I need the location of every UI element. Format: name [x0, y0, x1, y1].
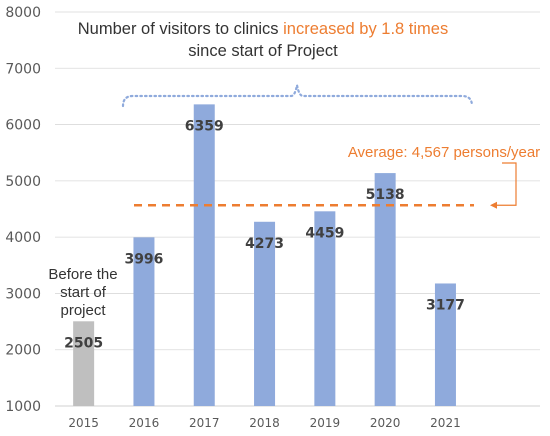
bar-2017 — [193, 104, 215, 406]
data-labels: 2505 3996 6359 4273 4459 5138 3177 — [64, 118, 465, 351]
average-label: Average: 4,567 persons/year — [348, 144, 540, 161]
x-tick-label-2016: 2016 — [129, 416, 160, 430]
data-label-2019: 4459 — [305, 225, 344, 241]
bar-2018 — [254, 221, 276, 406]
y-tick-label-6000: 6000 — [5, 118, 41, 134]
bars — [73, 104, 456, 406]
y-tick-label-7000: 7000 — [5, 61, 41, 77]
x-tick-label-2018: 2018 — [249, 416, 280, 430]
y-tick-label-5000: 5000 — [5, 174, 41, 190]
bar-2019 — [314, 211, 336, 406]
y-tick-label-2000: 2000 — [5, 343, 41, 359]
data-label-2020: 5138 — [366, 187, 405, 203]
bar-2021 — [434, 283, 456, 406]
data-label-2017: 6359 — [185, 118, 224, 134]
before-project-note-line-1: Before the — [48, 266, 117, 283]
bar-2015 — [73, 321, 95, 406]
y-tick-label-8000: 8000 — [5, 5, 41, 21]
x-axis-ticks: 2015 2016 2017 2018 2019 2020 2021 — [68, 416, 460, 430]
y-tick-label-3000: 3000 — [5, 286, 41, 302]
data-label-2021: 3177 — [426, 297, 465, 313]
y-tick-label-4000: 4000 — [5, 230, 41, 246]
gridlines — [55, 11, 540, 407]
before-project-note-line-2: start of — [60, 284, 107, 301]
average-arrow — [496, 162, 517, 206]
bar-2016 — [133, 237, 155, 406]
data-label-2018: 4273 — [245, 236, 284, 252]
chart-title-line-1: Number of visitors to clinics increased … — [78, 20, 448, 38]
x-tick-label-2021: 2021 — [430, 416, 461, 430]
x-tick-label-2015: 2015 — [68, 416, 99, 430]
bar-2020 — [374, 173, 396, 406]
average-arrowhead — [490, 201, 497, 209]
project-period-bracket — [121, 84, 474, 108]
x-tick-label-2017: 2017 — [189, 416, 220, 430]
before-project-note-line-3: project — [60, 302, 106, 319]
x-tick-label-2020: 2020 — [370, 416, 401, 430]
y-axis-ticks: 1000 2000 3000 4000 5000 6000 7000 8000 — [5, 5, 41, 415]
data-label-2015: 2505 — [64, 335, 103, 351]
chart-title-line-2: since start of Project — [188, 42, 338, 60]
x-tick-label-2019: 2019 — [310, 416, 341, 430]
y-tick-label-1000: 1000 — [5, 399, 41, 415]
data-label-2016: 3996 — [124, 251, 163, 267]
